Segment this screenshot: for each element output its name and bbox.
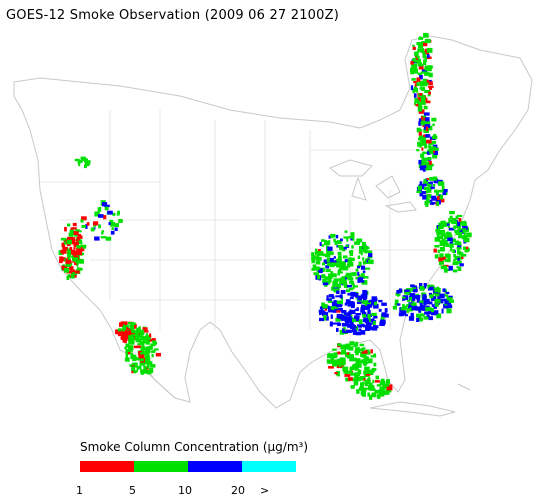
- legend-bin-1-5: [80, 461, 134, 472]
- legend-tick-10: 10: [178, 484, 192, 497]
- legend-tick-gt: >: [260, 484, 270, 497]
- great-lakes: [329, 159, 417, 213]
- smoke-map: [13, 32, 533, 417]
- legend-tick-5: 5: [129, 484, 136, 497]
- legend-colorbar: [80, 461, 296, 472]
- legend-bin-10-20: [188, 461, 242, 472]
- legend-bin-5-10: [134, 461, 188, 472]
- legend-bin-20-plus: [242, 461, 296, 472]
- legend-tick-1: 1: [76, 484, 83, 497]
- cuba-and-islands: [369, 383, 471, 417]
- legend-tick-20: 20: [231, 484, 245, 497]
- map-title: GOES-12 Smoke Observation (2009 06 27 21…: [6, 8, 339, 23]
- state-borders: [40, 110, 450, 340]
- smoke-pixels: [58, 32, 472, 400]
- legend-title: Smoke Column Concentration (μg/m³): [80, 440, 308, 454]
